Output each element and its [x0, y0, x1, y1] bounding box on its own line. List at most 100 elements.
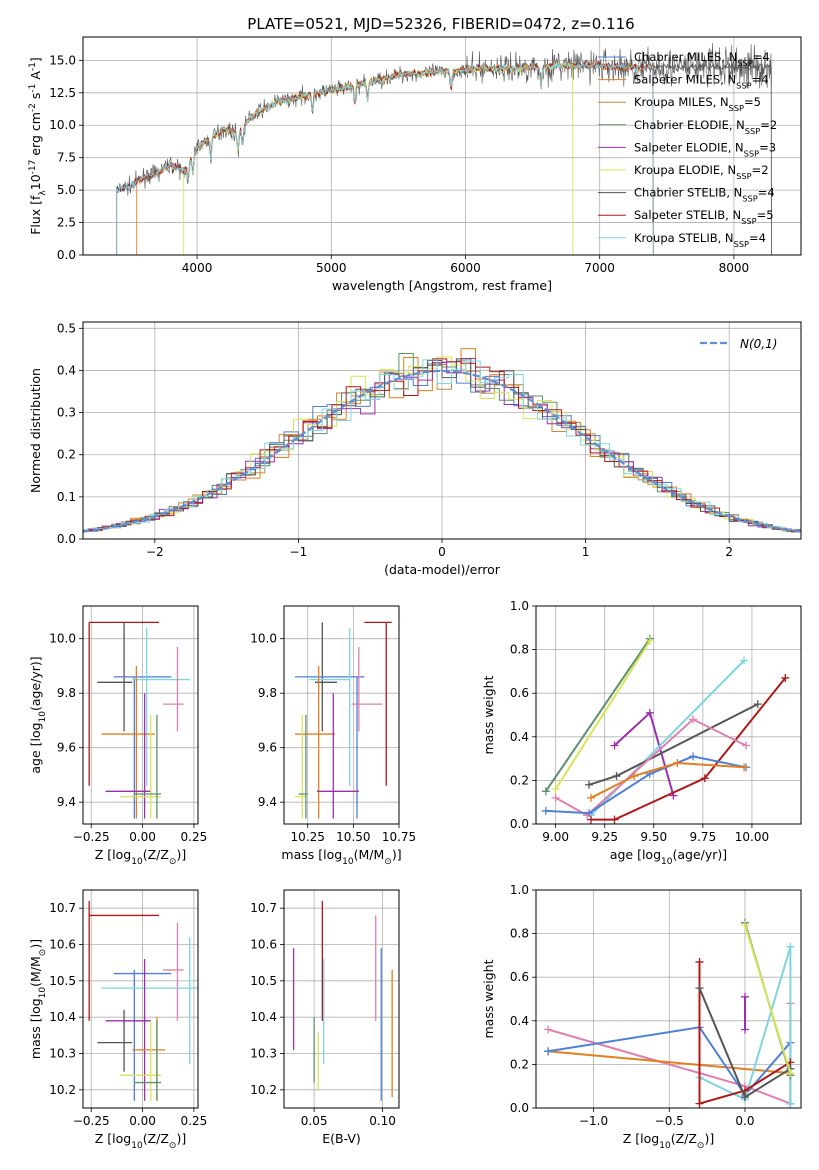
data-point — [586, 815, 595, 824]
series-5 — [586, 673, 790, 824]
x-tick-label: −0.5 — [655, 1114, 684, 1128]
y-axis-label: mass weight — [481, 675, 496, 754]
y-tick-label: 1.0 — [510, 599, 529, 613]
y-tick-label: 0.2 — [57, 448, 76, 462]
data-point — [695, 984, 704, 993]
series-model-kroupa_stelib — [116, 60, 654, 255]
y-tick-label: 0.0 — [57, 532, 76, 546]
y-tick-label: 10.3 — [49, 1047, 76, 1061]
errorbar-point — [119, 715, 162, 819]
data-point — [740, 920, 749, 929]
data-point — [541, 806, 550, 815]
data-point — [740, 1025, 749, 1034]
histogram-chabrier_stelib — [83, 358, 801, 533]
legend-label: Salpeter STELIB, NSSP=5 — [634, 208, 774, 226]
x-tick-label: 9.25 — [591, 830, 618, 844]
legend-label: Salpeter ELODIE, NSSP=3 — [634, 140, 776, 158]
chart-massweight_vs_age: 9.00 9.25 9.50 9.75 10.00 0.0 0.2 0.4 0.6 0.8 1.0 a… — [481, 599, 802, 867]
series-4 — [585, 700, 762, 789]
axes-frame — [535, 605, 802, 825]
plot-area — [544, 918, 795, 1108]
series-line — [544, 638, 651, 792]
y-tick-label: 10.6 — [49, 938, 76, 952]
y-tick-label: 9.4 — [57, 795, 76, 809]
chart-age_vs_mass: 10.25 10.50 10.75 9.4 9.6 9.8 10.0 mass [log10(… — [250, 605, 416, 867]
plot-area — [83, 348, 801, 534]
y-tick-label: 10.7 — [250, 901, 277, 915]
y-tick-label: 2.5 — [57, 216, 76, 230]
x-tick-label: −2 — [146, 545, 164, 559]
y-axis-label: Flux [fλ10-17 erg cm-2 s-1 A-1] — [28, 57, 48, 235]
data-point — [700, 774, 709, 783]
y-tick-label: 0.6 — [510, 970, 529, 984]
plot-area — [294, 621, 392, 819]
x-axis-label: Z [log10(Z/Z⊙)] — [95, 1131, 186, 1151]
data-point — [695, 1099, 704, 1108]
data-point — [786, 942, 795, 951]
data-point — [586, 793, 595, 802]
y-tick-label: 0.4 — [510, 730, 529, 744]
chart-massweight_vs_z: −1.0 −0.5 0.0 0.0 0.2 0.4 0.6 0.8 1.0 Z [log10(Z/… — [481, 883, 802, 1151]
errorbar-point — [163, 922, 184, 1021]
x-tick-label: 9.00 — [542, 830, 569, 844]
y-tick-label: 7.5 — [57, 151, 76, 165]
x-axis-label: Z [log10(Z/Z⊙)] — [623, 1131, 714, 1151]
y-tick-label: 10.4 — [250, 1010, 277, 1024]
y-tick-label: 10.2 — [250, 1083, 277, 1097]
x-axis-label: (data-model)/error — [384, 562, 501, 577]
x-tick-label: 8000 — [719, 261, 750, 275]
errorbar-point — [294, 676, 365, 819]
errorbar-point — [113, 969, 172, 1101]
series-4 — [695, 957, 795, 1108]
histogram-salpeter_stelib — [87, 358, 801, 533]
y-tick-label: 5.0 — [57, 183, 76, 197]
y-tick-label: 15.0 — [49, 53, 76, 67]
legend-label: Chabrier ELODIE, NSSP=2 — [634, 118, 777, 136]
data-point — [786, 1069, 795, 1078]
x-tick-label: 0.25 — [181, 830, 208, 844]
errorbar-point — [294, 715, 306, 819]
series-line — [698, 961, 791, 1105]
plot-area — [292, 900, 393, 1101]
errorbar-point — [294, 665, 336, 819]
data-point — [610, 741, 619, 750]
chart-age_vs_z: −0.25 0.00 0.25 9.4 9.6 9.8 10.0 Z [log10(Z/Z⊙)… — [28, 605, 208, 867]
series-line — [554, 640, 651, 790]
legend-label: Kroupa ELODIE, NSSP=2 — [634, 163, 769, 181]
histogram-salpeter_elodie — [87, 358, 801, 532]
series-line — [699, 946, 792, 1104]
legend-label: Salpeter MILES, NSSP=4 — [634, 73, 769, 91]
data-point — [742, 741, 751, 750]
y-tick-label: 0.4 — [57, 363, 76, 377]
errorbar-point — [97, 1009, 133, 1072]
y-tick-label: 10.3 — [250, 1047, 277, 1061]
y-tick-label: 0.6 — [510, 686, 529, 700]
x-tick-label: −0.25 — [73, 830, 110, 844]
data-point — [630, 772, 639, 781]
errorbar-point — [351, 646, 383, 732]
x-tick-label: −1 — [290, 545, 308, 559]
y-tick-label: 1.0 — [510, 883, 529, 897]
chart-mass_vs_z: −0.25 0.00 0.25 10.2 10.3 10.4 10.5 10.6 10.7 Z [… — [28, 889, 207, 1151]
plot-area — [88, 621, 190, 819]
x-tick-label: 4000 — [182, 261, 213, 275]
x-tick-label: 7000 — [584, 261, 615, 275]
y-tick-label: 0.1 — [57, 490, 76, 504]
series-line — [555, 718, 747, 817]
y-tick-label: 9.8 — [57, 686, 76, 700]
legend-label: N(0,1) — [740, 337, 777, 351]
errorbar-point — [132, 1017, 166, 1101]
legend-label: Kroupa MILES, NSSP=5 — [634, 95, 761, 113]
series-model-kroupa_elodie — [183, 61, 574, 255]
plot-area — [541, 634, 790, 824]
errorbar-point — [132, 627, 190, 786]
x-tick-label: 2 — [725, 545, 733, 559]
errorbar-point — [364, 621, 392, 786]
x-tick-label: 1 — [582, 545, 590, 559]
errorbar-point — [101, 937, 198, 1065]
errorbar-point — [134, 715, 162, 819]
x-tick-label: 10.75 — [382, 830, 416, 844]
axes-frame — [283, 605, 400, 825]
y-tick-label: 0.4 — [510, 1014, 529, 1028]
series-line — [590, 761, 745, 799]
